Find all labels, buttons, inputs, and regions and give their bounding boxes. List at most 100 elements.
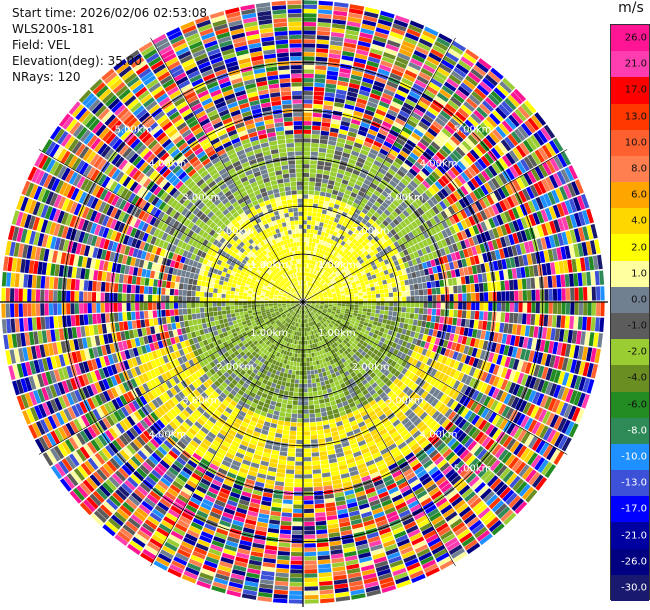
- velocity-gate: [388, 292, 394, 297]
- velocity-gate: [432, 329, 438, 337]
- velocity-gate: [422, 282, 427, 289]
- velocity-gate: [307, 379, 312, 384]
- velocity-gate: [486, 456, 498, 469]
- velocity-gate: [340, 183, 348, 189]
- velocity-gate: [328, 294, 333, 297]
- velocity-gate: [449, 378, 457, 388]
- velocity-gate: [307, 277, 310, 282]
- velocity-gate: [334, 102, 344, 108]
- velocity-gate: [351, 318, 356, 322]
- velocity-gate: [369, 148, 379, 156]
- velocity-gate: [520, 267, 526, 278]
- velocity-gate: [430, 259, 436, 267]
- velocity-gate: [530, 405, 540, 419]
- velocity-gate: [304, 276, 306, 281]
- velocity-gate: [399, 345, 406, 353]
- velocity-gate: [318, 331, 323, 337]
- velocity-gate: [343, 404, 351, 411]
- velocity-gate: [319, 314, 324, 318]
- velocity-gate: [311, 278, 315, 283]
- velocity-gate: [404, 234, 411, 242]
- velocity-gate: [367, 323, 373, 328]
- velocity-gate: [482, 253, 489, 263]
- velocity-gate: [408, 204, 417, 212]
- velocity-gate: [304, 495, 314, 501]
- velocity-gate: [259, 583, 274, 590]
- velocity-gate: [484, 438, 495, 451]
- velocity-gate: [162, 545, 176, 556]
- velocity-gate: [425, 349, 432, 358]
- velocity-gate: [546, 327, 552, 340]
- velocity-gate: [545, 382, 553, 395]
- velocity-gate: [438, 500, 450, 511]
- velocity-gate: [468, 237, 475, 247]
- velocity-gate: [379, 374, 387, 381]
- velocity-gate: [357, 366, 364, 372]
- velocity-gate: [164, 541, 178, 552]
- velocity-gate: [251, 458, 261, 465]
- velocity-gate: [413, 264, 420, 272]
- velocity-gate: [311, 300, 316, 302]
- velocity-gate: [380, 367, 387, 374]
- velocity-gate: [303, 60, 315, 65]
- velocity-gate: [336, 307, 341, 310]
- velocity-gate: [511, 111, 524, 125]
- velocity-gate: [379, 230, 387, 237]
- velocity-gate: [317, 277, 321, 281]
- velocity-gate: [547, 249, 554, 262]
- velocity-gate: [308, 246, 312, 251]
- velocity-gate: [307, 259, 310, 264]
- velocity-gate: [310, 283, 314, 287]
- velocity-gate: [532, 226, 540, 239]
- velocity-gate: [290, 560, 303, 565]
- velocity-gate: [306, 336, 309, 341]
- velocity-gate: [438, 148, 449, 158]
- velocity-gate: [489, 192, 499, 204]
- velocity-gate: [332, 114, 342, 121]
- velocity-gate: [532, 239, 539, 252]
- velocity-gate: [303, 414, 310, 419]
- velocity-gate: [316, 351, 321, 356]
- velocity-gate: [345, 292, 350, 295]
- velocity-gate: [305, 289, 307, 294]
- velocity-gate: [416, 421, 425, 430]
- velocity-gate: [380, 237, 387, 244]
- velocity-gate: [383, 338, 390, 345]
- velocity-gate: [362, 341, 368, 348]
- velocity-gate: [418, 289, 424, 296]
- velocity-gate: [448, 235, 456, 244]
- velocity-gate: [459, 327, 465, 336]
- velocity-gate: [381, 190, 390, 198]
- velocity-gate: [303, 483, 313, 488]
- velocity-gate: [356, 205, 364, 212]
- velocity-gate: [383, 362, 390, 370]
- velocity-gate: [361, 336, 367, 342]
- velocity-gate: [380, 306, 385, 311]
- velocity-gate: [394, 60, 407, 69]
- velocity-gate: [303, 194, 309, 199]
- velocity-gate: [502, 470, 514, 483]
- velocity-gate: [286, 378, 291, 383]
- velocity-gate: [423, 529, 437, 540]
- velocity-gate: [512, 324, 518, 335]
- velocity-gate: [308, 400, 314, 405]
- velocity-gate: [477, 273, 483, 283]
- velocity-gate: [321, 311, 326, 315]
- velocity-gate: [485, 494, 498, 506]
- velocity-gate: [303, 164, 310, 169]
- velocity-gate: [317, 559, 331, 565]
- velocity-gate: [245, 519, 257, 526]
- velocity-gate: [314, 295, 319, 298]
- velocity-gate: [297, 309, 300, 314]
- velocity-gate: [286, 404, 293, 409]
- velocity-gate: [225, 407, 233, 414]
- velocity-gate: [271, 396, 278, 402]
- velocity-gate: [354, 345, 360, 351]
- velocity-gate: [556, 170, 567, 185]
- velocity-gate: [342, 386, 348, 393]
- velocity-gate: [248, 443, 257, 450]
- velocity-gate: [449, 359, 456, 368]
- velocity-gate: [229, 491, 241, 499]
- velocity-gate: [439, 445, 450, 455]
- velocity-gate: [379, 495, 391, 503]
